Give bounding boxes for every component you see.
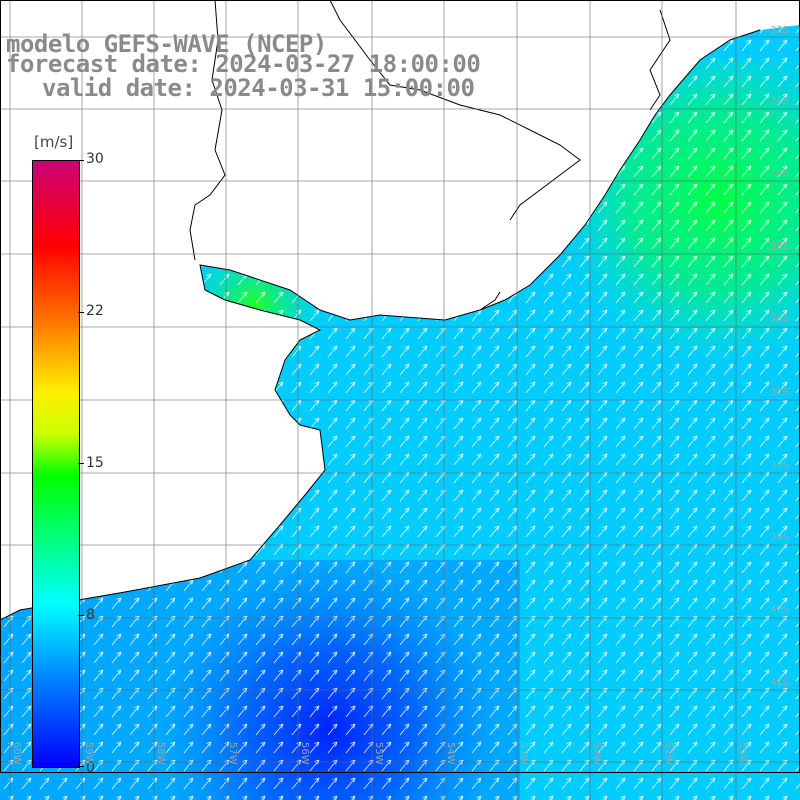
lon-label: 55W (373, 742, 384, 765)
lon-label: 51W (663, 742, 674, 765)
valid-date: valid date: 2024-03-31 15:00:00 (42, 74, 475, 102)
colorbar-tick-line (78, 766, 84, 767)
colorbar (32, 160, 80, 768)
lon-label: 50W (737, 742, 748, 765)
colorbar-tick-0: 0 (86, 760, 95, 776)
lon-label: 60W (11, 742, 22, 765)
colorbar-tick-15: 15 (86, 455, 104, 471)
lat-label: 33S (770, 96, 790, 107)
colorbar-units: [m/s] (34, 133, 74, 151)
lat-label: 32S (770, 25, 790, 36)
lon-label: 58W (155, 742, 166, 765)
lon-label: 59W (83, 742, 94, 765)
lat-label: 37S (770, 387, 790, 398)
colorbar-tick-line (78, 160, 84, 161)
lon-label: 52W (591, 742, 602, 765)
colorbar-tick-line (78, 463, 84, 464)
coastline (0, 0, 761, 621)
lon-label: 57W (227, 742, 238, 765)
colorbar-tick-line (78, 312, 84, 313)
lon-label: 56W (299, 742, 310, 765)
lat-label: 36S (770, 313, 790, 324)
colorbar-tick-22: 22 (86, 303, 104, 319)
lat-label: 41S (770, 677, 790, 688)
lon-label: 53W (518, 742, 529, 765)
model-title: modelo GEFS-WAVE (NCEP) (6, 30, 327, 58)
lat-label: 40S (770, 604, 790, 615)
colorbar-tick-line (78, 615, 84, 616)
lat-label: 39S (770, 532, 790, 543)
lat-label: 34S (770, 168, 790, 179)
lat-label: 35S (770, 241, 790, 252)
forecast-date: forecast date: 2024-03-27 18:00:00 (6, 50, 481, 78)
lon-label: 54W (445, 742, 456, 765)
colorbar-tick-8: 8 (86, 607, 95, 623)
lat-label: 38S (770, 460, 790, 471)
colorbar-tick-30: 30 (86, 151, 104, 167)
